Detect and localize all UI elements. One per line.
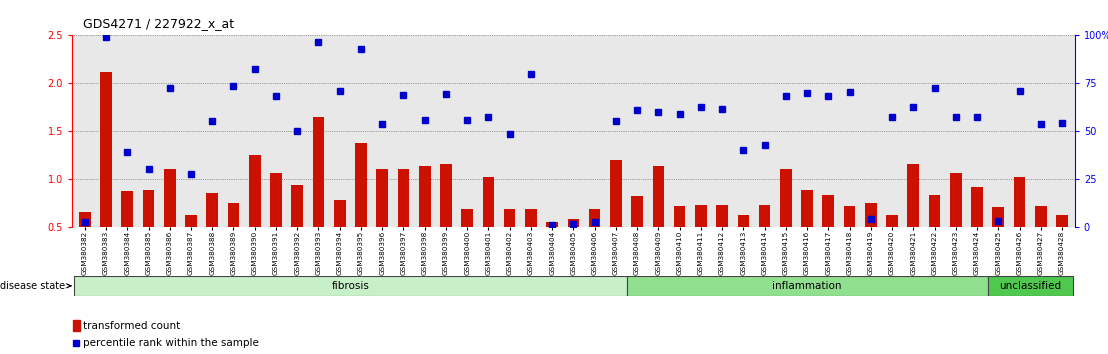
Bar — [801, 190, 813, 227]
Text: percentile rank within the sample: percentile rank within the sample — [83, 338, 258, 348]
Text: GDS4271 / 227922_x_at: GDS4271 / 227922_x_at — [83, 17, 234, 30]
Text: disease state: disease state — [0, 281, 71, 291]
Bar — [907, 164, 920, 227]
Bar — [822, 195, 834, 227]
Bar — [929, 195, 941, 227]
Bar — [653, 166, 664, 227]
Bar — [546, 222, 558, 227]
Bar — [865, 202, 876, 227]
Text: transformed count: transformed count — [83, 321, 179, 331]
Text: inflammation: inflammation — [772, 281, 842, 291]
Bar — [334, 200, 346, 227]
Bar — [674, 206, 686, 227]
Bar — [291, 185, 304, 227]
Bar — [993, 207, 1004, 227]
Bar — [312, 117, 325, 227]
Bar — [227, 202, 239, 227]
Bar — [588, 209, 601, 227]
Bar — [270, 173, 281, 227]
Bar — [79, 212, 91, 227]
Text: fibrosis: fibrosis — [331, 281, 369, 291]
Bar — [843, 206, 855, 227]
Bar — [398, 169, 409, 227]
Bar — [185, 215, 197, 227]
Bar — [377, 169, 388, 227]
Bar — [886, 215, 897, 227]
Bar — [419, 166, 431, 227]
Bar — [249, 155, 260, 227]
Bar — [632, 196, 643, 227]
Bar — [738, 215, 749, 227]
Bar — [164, 169, 175, 227]
Bar — [780, 169, 792, 227]
Bar — [716, 205, 728, 227]
Bar — [143, 190, 154, 227]
Bar — [695, 205, 707, 227]
Bar — [987, 276, 1073, 296]
Bar — [440, 164, 452, 227]
Bar — [504, 209, 515, 227]
Bar — [759, 205, 770, 227]
Bar — [1035, 206, 1047, 227]
Bar — [73, 320, 80, 331]
Bar — [461, 209, 473, 227]
Bar — [100, 72, 112, 227]
Bar — [972, 187, 983, 227]
Text: unclassified: unclassified — [999, 281, 1061, 291]
Bar — [1014, 177, 1025, 227]
Bar — [611, 160, 622, 227]
Bar — [626, 276, 987, 296]
Bar — [355, 143, 367, 227]
Bar — [122, 191, 133, 227]
Bar — [206, 193, 218, 227]
Bar — [950, 173, 962, 227]
Bar — [525, 209, 536, 227]
Bar — [74, 276, 626, 296]
Bar — [483, 177, 494, 227]
Bar — [567, 219, 579, 227]
Bar — [1056, 215, 1068, 227]
